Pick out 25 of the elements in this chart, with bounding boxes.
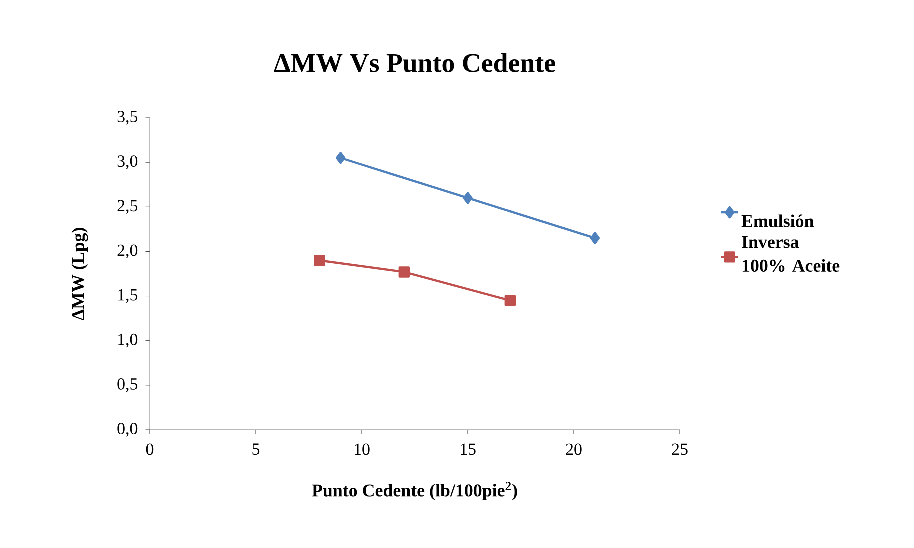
legend-label: 100% Aceite	[742, 259, 840, 272]
legend-label: Emulsión Inversa	[742, 214, 814, 248]
y-tick-label: 3,0	[118, 156, 138, 170]
x-tick-label: 5	[252, 444, 260, 456]
point	[504, 295, 516, 306]
x-axis-title: Punto Cedente (lb/100pie$^{2}$)	[312, 482, 518, 500]
point	[398, 266, 410, 278]
point	[336, 152, 346, 164]
x-tick-label: 0	[146, 444, 154, 456]
y-axis-title: ΔMW (Lpg)	[72, 228, 88, 320]
y-tick-label: 2,5	[118, 200, 138, 214]
y-tick-label: 3,5	[118, 111, 138, 125]
x-tick-label: 10	[355, 444, 370, 456]
y-tick-label: 0,5	[118, 378, 138, 392]
point	[590, 232, 600, 244]
x-tick-label: 15	[461, 444, 476, 456]
y-tick-label: 0,0	[118, 423, 138, 437]
y-tick-label: 2,0	[118, 244, 138, 259]
x-tick-label: 25	[672, 444, 688, 456]
point	[463, 192, 473, 204]
y-tick-label: 1,5	[118, 289, 138, 304]
point	[314, 255, 326, 266]
y-tick-label: 1,0	[118, 334, 138, 348]
chart-title: ΔMW Vs Punto Cedente	[274, 53, 556, 72]
x-tick-label: 20	[566, 444, 582, 456]
